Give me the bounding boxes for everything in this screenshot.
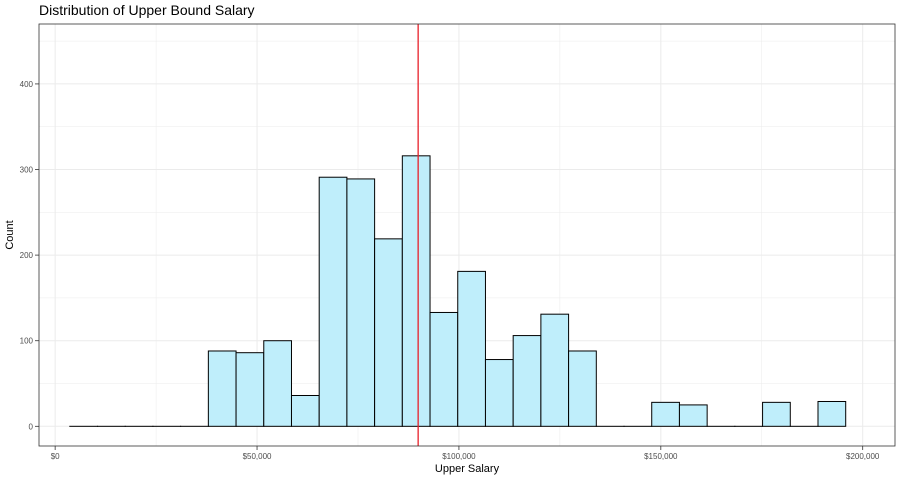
- y-axis-title: Count: [4, 220, 16, 249]
- histogram-bar: [484, 359, 514, 427]
- histogram-bar: [678, 404, 708, 427]
- x-tick-label: $200,000: [846, 452, 880, 461]
- histogram-bar: [512, 335, 542, 427]
- x-axis-ticks: $0 $50,000 $100,000 $150,000 $200,000: [51, 446, 880, 461]
- histogram-bar: [235, 352, 265, 427]
- histogram-bar: [346, 178, 376, 427]
- histogram-bar: [290, 394, 320, 427]
- histogram-bar: [568, 350, 597, 427]
- histogram-bar: [374, 238, 403, 427]
- major-gridlines: [39, 24, 895, 446]
- histogram-bars: [69, 155, 847, 427]
- y-tick-label: 200: [20, 251, 34, 260]
- x-tick-label: $100,000: [442, 452, 476, 461]
- y-tick-label: 100: [20, 337, 34, 346]
- panel-border: [38, 23, 896, 447]
- y-tick-label: 0: [29, 422, 34, 431]
- histogram-bar: [762, 401, 791, 427]
- histogram-bar: [318, 176, 348, 427]
- chart-title: Distribution of Upper Bound Salary: [39, 2, 255, 18]
- histogram-bar: [651, 401, 680, 427]
- histogram-bar: [401, 155, 431, 427]
- y-tick-label: 400: [20, 80, 34, 89]
- x-tick-label: $0: [51, 452, 60, 461]
- histogram-bar: [817, 400, 847, 427]
- histogram-bar: [207, 350, 237, 427]
- x-axis-title: Upper Salary: [435, 463, 500, 475]
- histogram-bar: [540, 313, 570, 427]
- histogram-bar: [429, 311, 459, 427]
- y-tick-label: 300: [20, 166, 34, 175]
- histogram-bar: [457, 270, 486, 427]
- histogram-bar: [263, 340, 292, 427]
- x-tick-label: $150,000: [644, 452, 678, 461]
- x-tick-label: $50,000: [243, 452, 272, 461]
- y-axis-ticks: 0 100 200 300 400: [20, 80, 39, 431]
